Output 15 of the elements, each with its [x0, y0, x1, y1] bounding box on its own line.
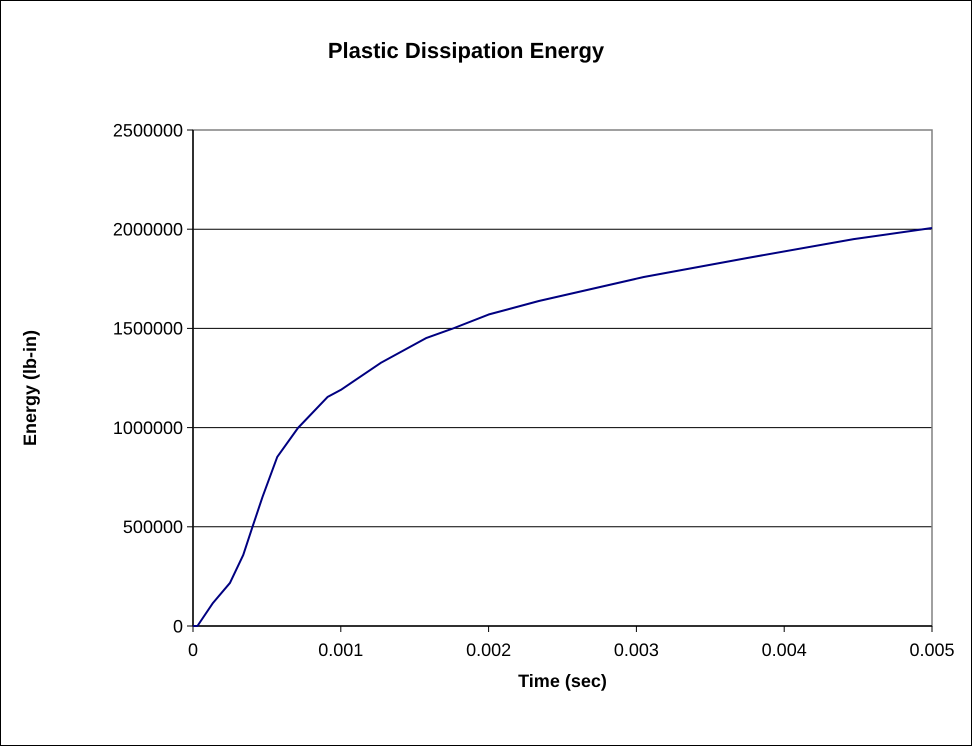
y-tick-label: 1500000 [112, 318, 183, 339]
x-tick-label: 0.004 [762, 640, 807, 660]
x-tick-label: 0.005 [909, 640, 955, 660]
y-tick-label: 2500000 [112, 120, 183, 140]
y-tick-label: 0 [172, 616, 183, 636]
y-tick-label: 500000 [122, 517, 183, 538]
x-tick-label: 0 [188, 640, 198, 660]
x-axis-title: Time (sec) [518, 671, 607, 691]
y-tick-label: 2000000 [112, 220, 183, 240]
y-axis-title: Energy (lb-in) [20, 330, 40, 446]
y-tick-label: 1000000 [112, 418, 183, 438]
x-tick-label: 0.001 [318, 640, 364, 660]
x-tick-label: 0.002 [466, 640, 512, 660]
chart-title: Plastic Dissipation Energy [328, 38, 605, 63]
x-tick-label: 0.003 [614, 640, 659, 660]
